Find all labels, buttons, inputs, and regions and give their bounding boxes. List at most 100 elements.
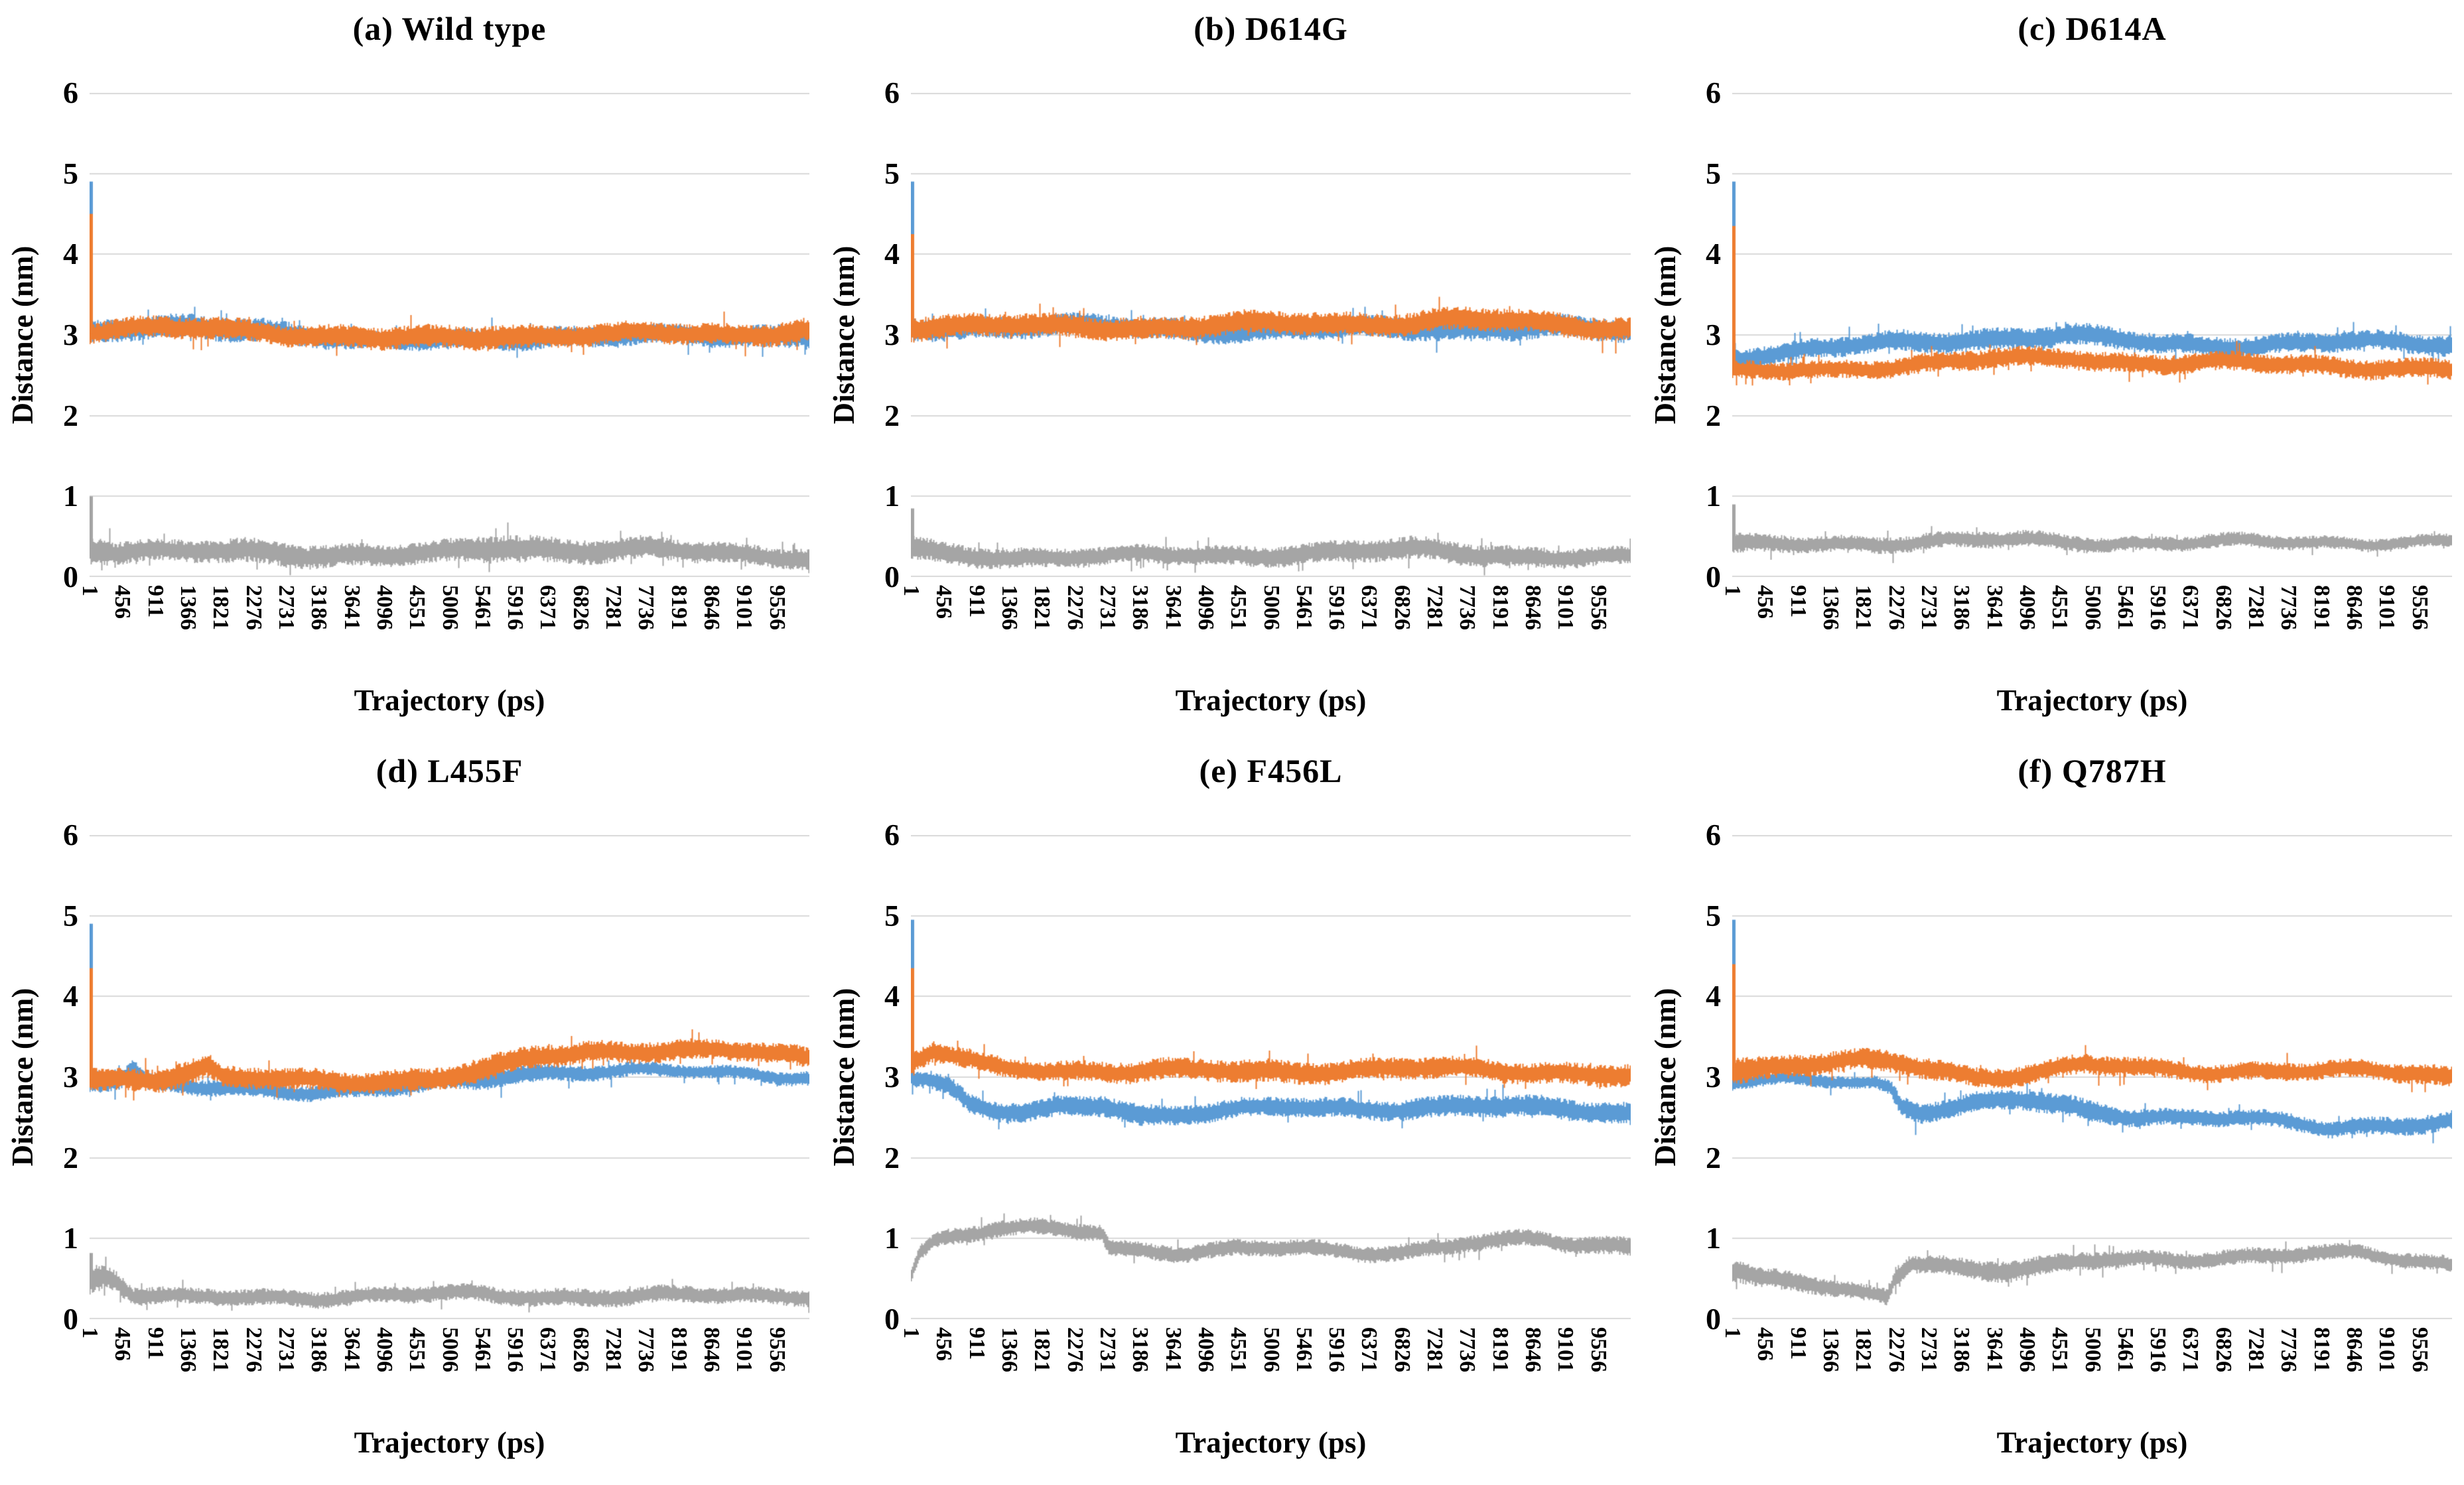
x-tick-label: 1 [78, 1327, 102, 1338]
x-tick-label: 5461 [1291, 1327, 1316, 1372]
x-tick-label: 3186 [1949, 585, 1974, 630]
x-tick-label: 7736 [1455, 1327, 1480, 1372]
x-tick-label: 7281 [601, 1327, 626, 1372]
y-tick-label: 1 [63, 1221, 78, 1256]
x-tick-label: 4551 [405, 585, 430, 630]
x-tick-label: 9556 [1586, 1327, 1611, 1372]
x-tick-label: 8646 [2342, 1327, 2367, 1372]
x-tick-label: 8191 [666, 1327, 691, 1372]
x-tick-label: 1366 [1818, 1327, 1843, 1372]
x-tick-label: 3641 [339, 1327, 364, 1372]
x-tick-label: 3186 [1128, 585, 1153, 630]
y-tick-label: 2 [1706, 1140, 1721, 1175]
x-tick-label: 8191 [1487, 1327, 1513, 1372]
y-tick-label: 4 [884, 237, 900, 271]
x-tick-label: 6371 [535, 1327, 561, 1372]
x-tick-label: 7281 [1422, 1327, 1448, 1372]
x-tick-label: 6826 [1389, 585, 1414, 630]
x-tick-label: 6826 [1389, 1327, 1414, 1372]
x-tick-label: 2276 [1062, 1327, 1087, 1372]
x-tick-label: 8646 [2342, 585, 2367, 630]
x-tick-label: 911 [964, 1327, 989, 1360]
x-tick-label: 5461 [470, 585, 495, 630]
x-tick-label: 3186 [1128, 1327, 1153, 1372]
x-tick-label: 5916 [503, 585, 528, 630]
x-tick-label: 2276 [241, 585, 266, 630]
x-tick-label: 6371 [535, 585, 561, 630]
subplot-title-b: (b) D614G [1194, 10, 1348, 47]
x-tick-label: 456 [110, 585, 135, 619]
x-axis-title: Trajectory (ps) [1175, 1426, 1367, 1459]
x-tick-label: 1 [78, 585, 102, 596]
x-tick-label: 3641 [1982, 585, 2007, 630]
x-axis-title: Trajectory (ps) [1996, 1426, 2188, 1459]
subplot-d: (d) L455F Distance (nm) 6 5 4 3 2 1 0 1 456 911 1366… [0, 742, 821, 1485]
x-tick-label: 2731 [1916, 1327, 1941, 1372]
x-tick-label: 6826 [2211, 585, 2236, 630]
y-tick-label: 4 [1706, 979, 1721, 1013]
x-tick-label: 9556 [764, 585, 789, 630]
y-tick-label: 1 [1706, 1221, 1721, 1256]
y-tick-label: 4 [63, 979, 78, 1013]
x-tick-label: 9556 [2407, 585, 2432, 630]
y-tick-label: 2 [1706, 398, 1721, 432]
x-tick-label: 4551 [1226, 1327, 1251, 1372]
x-tick-label: 4096 [1193, 585, 1218, 630]
x-tick-label: 1366 [175, 585, 200, 630]
y-tick-label: 3 [1706, 318, 1721, 352]
x-tick-label: 4551 [2047, 1327, 2073, 1372]
x-tick-label: 1821 [1851, 585, 1876, 630]
x-tick-label: 9556 [764, 1327, 789, 1372]
y-tick-label: 3 [63, 1060, 78, 1094]
y-tick-label: 0 [63, 560, 78, 594]
x-tick-label: 4551 [405, 1327, 430, 1372]
y-tick-label: 1 [63, 479, 78, 513]
y-tick-label: 3 [884, 1060, 900, 1094]
x-tick-label: 5461 [2112, 585, 2138, 630]
y-tick-label: 5 [884, 156, 900, 190]
x-axis-title: Trajectory (ps) [354, 684, 545, 717]
subplot-c: (c) D614A Distance (nm) 6 5 4 3 2 1 0 1 456 911 1366… [1643, 0, 2464, 742]
x-tick-label: 8646 [1521, 585, 1546, 630]
x-tick-label: 4551 [1226, 585, 1251, 630]
y-tick-label: 5 [1706, 156, 1721, 190]
x-tick-label: 5461 [2112, 1327, 2138, 1372]
x-tick-label: 9101 [732, 585, 757, 630]
x-tick-label: 9101 [2374, 1327, 2400, 1372]
y-tick-label: 6 [1706, 76, 1721, 109]
x-tick-label: 2276 [241, 1327, 266, 1372]
subplot-b: (b) D614G Distance (nm) 6 5 4 3 2 1 0 1 456 911 1366… [821, 0, 1643, 742]
x-tick-label: 6371 [1357, 585, 1382, 630]
x-tick-label: 5916 [2146, 585, 2171, 630]
x-tick-label: 4096 [372, 585, 397, 630]
y-tick-label: 3 [1706, 1060, 1721, 1094]
y-tick-label: 3 [63, 318, 78, 352]
x-tick-label: 8646 [699, 585, 724, 630]
y-tick-label: 0 [1706, 1302, 1721, 1336]
x-tick-label: 4096 [2014, 585, 2039, 630]
x-tick-label: 8646 [699, 1327, 724, 1372]
x-tick-label: 3641 [339, 585, 364, 630]
x-tick-label: 2731 [1095, 585, 1120, 630]
x-tick-label: 7736 [2276, 585, 2301, 630]
x-tick-label: 1821 [1851, 1327, 1876, 1372]
y-tick-label: 0 [884, 1302, 900, 1336]
x-tick-label: 5006 [2080, 1327, 2105, 1372]
y-tick-label: 4 [884, 979, 900, 1013]
x-tick-label: 7281 [2244, 585, 2269, 630]
x-tick-label: 5006 [437, 1327, 462, 1372]
subplot-title-f: (f) Q787H [2018, 752, 2167, 789]
x-tick-label: 9101 [732, 1327, 757, 1372]
x-tick-label: 8191 [2309, 585, 2334, 630]
x-tick-label: 6371 [1357, 1327, 1382, 1372]
plot-canvas-c [1732, 93, 2452, 577]
x-tick-label: 5006 [1259, 1327, 1284, 1372]
x-tick-label: 456 [1753, 585, 1778, 619]
plot-canvas-e [911, 835, 1631, 1319]
x-tick-label: 1366 [175, 1327, 200, 1372]
x-tick-label: 9556 [1586, 585, 1611, 630]
y-tick-label: 0 [63, 1302, 78, 1336]
y-tick-label: 5 [884, 898, 900, 933]
x-tick-label: 6371 [2178, 585, 2203, 630]
